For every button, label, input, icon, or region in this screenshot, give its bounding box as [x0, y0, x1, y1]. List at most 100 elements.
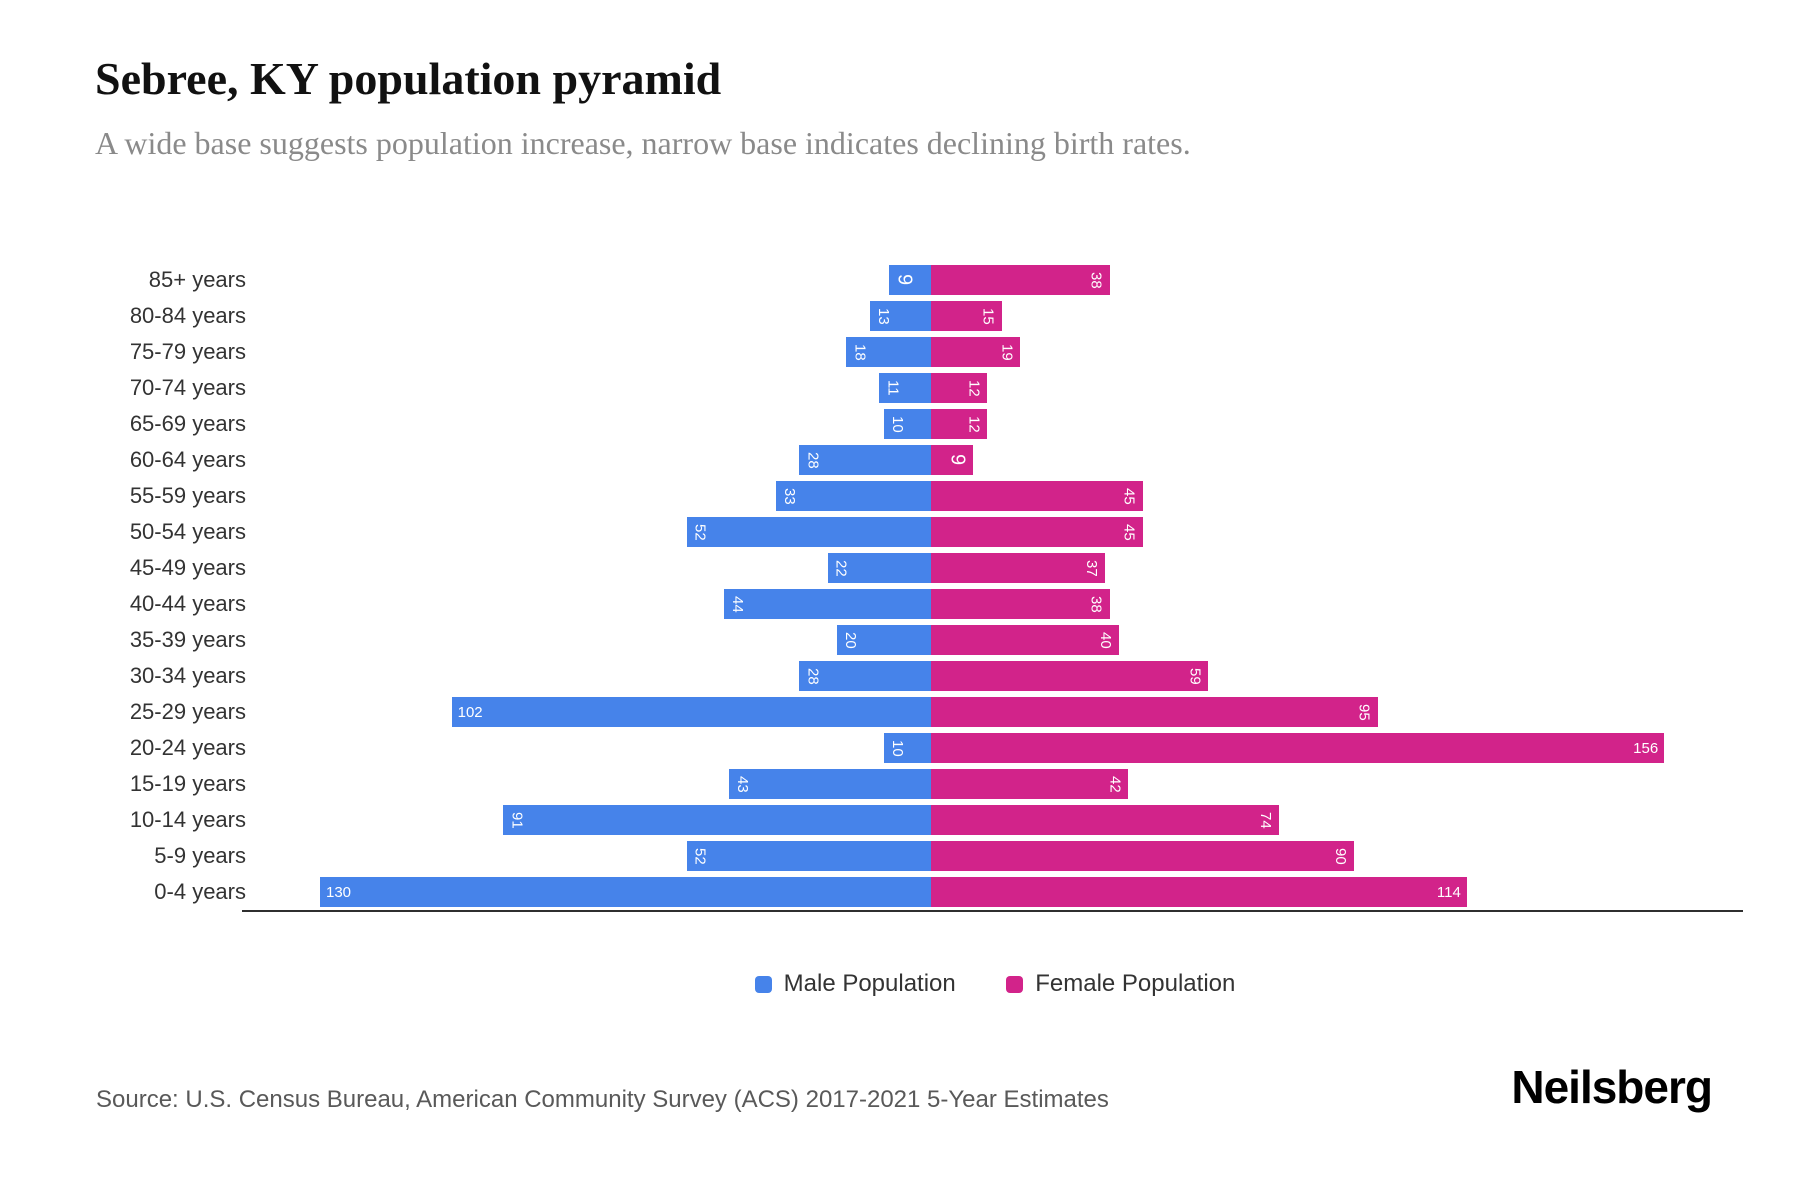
female-value-label: 114 [1436, 883, 1461, 901]
male-value-label: 10 [889, 415, 906, 433]
legend: Male Population Female Population [0, 970, 1800, 998]
female-value-label: 42 [1106, 775, 1124, 793]
pyramid-row: 65-69 years 10 12 [0, 406, 1800, 442]
female-bar: 156 [931, 733, 1665, 763]
male-zone: 13 [262, 301, 931, 331]
female-bar: 12 [931, 409, 988, 439]
male-value-label: 102 [457, 703, 483, 721]
male-value-label: 130 [326, 883, 352, 901]
age-label: 55-59 years [129, 483, 246, 508]
female-bar: 95 [931, 697, 1378, 727]
male-bar: 9 [888, 265, 931, 295]
male-bar: 22 [827, 553, 931, 583]
male-bar: 52 [686, 517, 931, 547]
female-swatch-icon [1006, 975, 1024, 993]
male-bar: 33 [775, 481, 931, 511]
female-bar: 38 [931, 589, 1110, 619]
male-zone: 91 [262, 805, 931, 835]
age-label: 45-49 years [129, 555, 246, 580]
pyramid-row: 30-34 years 28 59 [0, 658, 1800, 694]
female-bar: 42 [931, 769, 1129, 799]
male-bar: 18 [846, 337, 931, 367]
male-value-label: 28 [804, 451, 822, 469]
chart-subtitle: A wide base suggests population increase… [95, 125, 1191, 161]
legend-item-male[interactable]: Male Population [754, 970, 956, 998]
male-value-label: 52 [691, 847, 709, 865]
female-zone: 45 [931, 517, 1800, 547]
male-value-label: 20 [842, 631, 859, 649]
female-value-label: 95 [1355, 703, 1373, 721]
female-value-label: 19 [998, 343, 1016, 361]
male-value-label: 28 [804, 667, 822, 685]
age-label: 40-44 years [129, 591, 246, 616]
male-zone: 44 [262, 589, 931, 619]
male-bar: 44 [724, 589, 931, 619]
legend-label-female: Female Population [1035, 970, 1236, 997]
neilsberg-logo: Neilsberg [1511, 1061, 1713, 1113]
male-zone: 20 [262, 625, 931, 655]
female-zone: 9 [931, 445, 1800, 475]
male-bar: 130 [320, 877, 931, 907]
age-label: 5-9 years [154, 843, 246, 868]
male-bar: 28 [799, 445, 931, 475]
pyramid-row: 50-54 years 52 45 [0, 514, 1800, 550]
age-label: 50-54 years [129, 519, 246, 544]
female-bar: 114 [931, 877, 1467, 907]
pyramid-row: 25-29 years 102 95 [0, 694, 1800, 730]
female-value-label: 40 [1097, 631, 1114, 649]
female-bar: 37 [931, 553, 1105, 583]
male-value-label: 52 [691, 523, 709, 541]
legend-label-male: Male Population [783, 970, 956, 997]
male-zone: 102 [262, 697, 931, 727]
female-bar: 40 [931, 625, 1119, 655]
female-value-label: 37 [1082, 559, 1100, 577]
age-label: 35-39 years [129, 627, 246, 652]
female-value-label: 45 [1120, 487, 1138, 505]
male-bar: 28 [799, 661, 931, 691]
female-value-label: 12 [965, 415, 983, 433]
female-bar: 19 [931, 337, 1021, 367]
male-zone: 28 [262, 661, 931, 691]
pyramid-row: 45-49 years 22 37 [0, 550, 1800, 586]
male-bar: 43 [728, 769, 931, 799]
female-value-label: 12 [965, 379, 983, 397]
female-zone: 37 [931, 553, 1800, 583]
female-zone: 95 [931, 697, 1800, 727]
female-value-label: 59 [1186, 667, 1204, 685]
pyramid-row: 85+ years 9 38 [0, 262, 1800, 298]
chart-footer: Source: U.S. Census Bureau, American Com… [0, 1060, 1800, 1114]
female-bar: 45 [931, 517, 1143, 547]
male-zone: 9 [262, 265, 931, 295]
pyramid-row: 15-19 years 43 42 [0, 766, 1800, 802]
female-value-label: 38 [1087, 595, 1105, 613]
female-bar: 59 [931, 661, 1209, 691]
x-axis-line [242, 910, 1743, 912]
pyramid-row: 0-4 years 130 114 [0, 874, 1800, 910]
female-zone: 59 [931, 661, 1800, 691]
female-value-label: 9 [946, 454, 969, 466]
pyramid-row: 80-84 years 13 15 [0, 298, 1800, 334]
male-swatch-icon [754, 975, 772, 993]
male-bar: 91 [503, 805, 931, 835]
age-label: 70-74 years [129, 375, 246, 400]
male-value-label: 33 [780, 487, 798, 505]
pyramid-row: 70-74 years 11 12 [0, 370, 1800, 406]
female-zone: 38 [931, 589, 1800, 619]
female-bar: 38 [931, 265, 1110, 295]
female-value-label: 156 [1633, 739, 1659, 757]
male-bar: 102 [451, 697, 931, 727]
female-value-label: 15 [979, 307, 997, 325]
age-label: 75-79 years [129, 339, 246, 364]
source-text: Source: U.S. Census Bureau, American Com… [96, 1086, 1109, 1113]
age-label: 30-34 years [129, 663, 246, 688]
male-zone: 52 [262, 841, 931, 871]
male-zone: 43 [262, 769, 931, 799]
male-bar: 13 [869, 301, 931, 331]
legend-item-female[interactable]: Female Population [1006, 970, 1235, 998]
male-zone: 11 [262, 373, 931, 403]
female-value-label: 45 [1120, 523, 1138, 541]
pyramid-row: 20-24 years 10 156 [0, 730, 1800, 766]
male-value-label: 10 [889, 739, 906, 757]
female-zone: 114 [931, 877, 1800, 907]
